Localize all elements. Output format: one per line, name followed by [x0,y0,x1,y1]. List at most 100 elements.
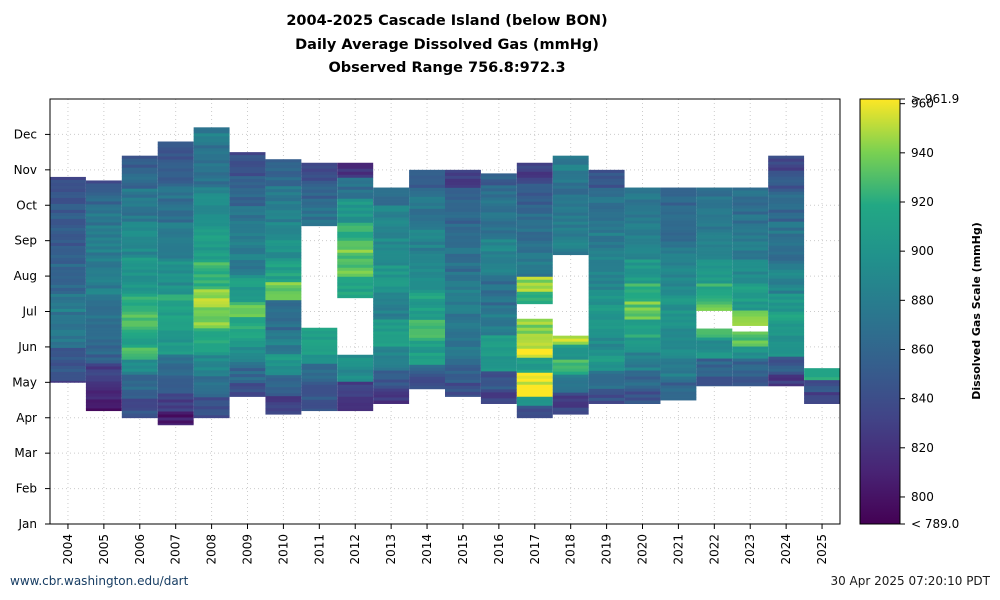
heatmap-cell-2009 [229,293,266,297]
heatmap-cell-2007 [157,285,194,289]
footer-url[interactable]: www.cbr.washington.edu/dart [10,574,189,588]
heatmap-cell-2017 [516,396,553,401]
heatmap-cell-2007 [157,225,194,229]
heatmap-cell-2019 [588,274,625,279]
heatmap-cell-2020 [624,199,661,203]
heatmap-cell-2016 [480,389,517,393]
heatmap-cell-2007 [157,147,194,151]
heatmap-cell-2021 [660,220,697,224]
heatmap-cell-2013 [373,223,410,227]
heatmap-cell-2020 [624,253,661,257]
heatmap-cell-2008 [193,301,230,305]
heatmap-cell-2014 [409,271,445,276]
heatmap-cell-2013 [373,337,410,341]
heatmap-cell-2010 [265,174,302,178]
heatmap-cell-2011 [301,339,338,344]
heatmap-cell-2020 [624,193,661,197]
x-tick-label: 2013 [384,534,398,565]
heatmap-cell-2004 [50,338,86,343]
heatmap-cell-2004 [50,227,86,232]
heatmap-cell-2015 [445,190,481,195]
heatmap-cell-2023 [732,322,769,326]
heatmap-cell-2012 [337,264,374,269]
heatmap-cell-2004 [50,377,86,382]
heatmap-cell-2008 [193,274,230,278]
heatmap-cell-2013 [373,346,410,350]
heatmap-cell-2012 [337,252,374,257]
heatmap-cell-2024 [768,263,805,268]
heatmap-cell-2006 [121,302,158,307]
heatmap-cell-2008 [193,193,230,197]
heatmap-cell-2010 [265,357,302,361]
heatmap-cell-2021 [660,397,697,401]
heatmap-cell-2019 [588,289,625,294]
heatmap-cell-2007 [157,180,194,184]
heatmap-cell-2010 [265,186,302,190]
heatmap-cell-2022 [696,205,733,209]
heatmap-cell-2021 [660,259,697,263]
heatmap-cell-2020 [624,385,661,389]
heatmap-cell-2008 [193,253,230,257]
heatmap-cell-2006 [121,416,158,419]
heatmap-cell-2021 [660,385,697,389]
heatmap-cell-2019 [588,202,625,207]
colorbar-label: Dissolved Gas Scale (mmHg) [970,222,983,399]
heatmap-cell-2017 [516,411,553,416]
heatmap-cell-2015 [445,358,481,363]
y-tick-label: Jun [17,340,37,354]
heatmap-cell-2012 [337,207,374,212]
heatmap-cell-2005 [85,279,122,283]
heatmap-cell-2012 [337,390,374,395]
heatmap-cell-2024 [768,179,805,184]
heatmap-cell-2017 [516,372,553,377]
heatmap-cell-2011 [301,171,338,176]
heatmap-cell-2015 [445,250,481,255]
x-tick-label: 2015 [456,534,470,565]
heatmap-cell-2006 [121,179,158,184]
heatmap-cell-2007 [157,360,194,364]
heatmap-cell-2009 [229,374,266,378]
heatmap-cell-2010 [265,273,302,277]
heatmap-cell-2021 [660,370,697,374]
heatmap-cell-2008 [193,370,230,374]
heatmap-cell-2007 [157,402,194,406]
heatmap-cell-2018 [552,338,589,343]
heatmap-cell-2009 [229,251,266,255]
heatmap-cell-2005 [85,231,122,235]
heatmap-cell-2010 [265,225,302,229]
heatmap-cell-2014 [409,325,445,330]
x-tick-label: 2016 [492,534,506,565]
heatmap-cell-2013 [373,304,410,308]
heatmap-cell-2012 [337,282,374,287]
heatmap-cell-2019 [588,250,625,255]
heatmap-cell-2014 [409,238,445,243]
heatmap-cell-2015 [445,331,481,336]
heatmap-cell-2020 [624,208,661,212]
heatmap-cell-2023 [732,196,769,200]
heatmap-cell-2009 [229,182,266,186]
heatmap-cell-2018 [552,368,589,373]
heatmap-cell-2011 [301,192,338,197]
heatmap-cell-2008 [193,340,230,344]
heatmap-cell-2007 [157,309,194,313]
heatmap-cell-2005 [85,345,122,349]
heatmap-cell-2021 [660,289,697,293]
heatmap-cell-2017 [516,216,553,221]
heatmap-cell-2005 [85,363,122,367]
heatmap-cell-2020 [624,298,661,302]
heatmap-cell-2024 [768,335,805,340]
heatmap-cell-2006 [121,284,158,289]
heatmap-cell-2021 [660,340,697,344]
heatmap-cell-2013 [373,238,410,242]
heatmap-cell-2023 [732,355,769,359]
heatmap-cell-2009 [229,323,266,327]
heatmap-cell-2023 [732,304,769,308]
heatmap-cell-2015 [445,349,481,354]
heatmap-cell-2006 [121,362,158,367]
heatmap-cell-2013 [373,187,410,191]
heatmap-cell-2022 [696,289,733,293]
heatmap-cell-2012 [337,198,374,203]
heatmap-cell-2013 [373,358,410,362]
heatmap-cell-2013 [373,202,410,206]
heatmap-cell-2012 [337,372,374,377]
